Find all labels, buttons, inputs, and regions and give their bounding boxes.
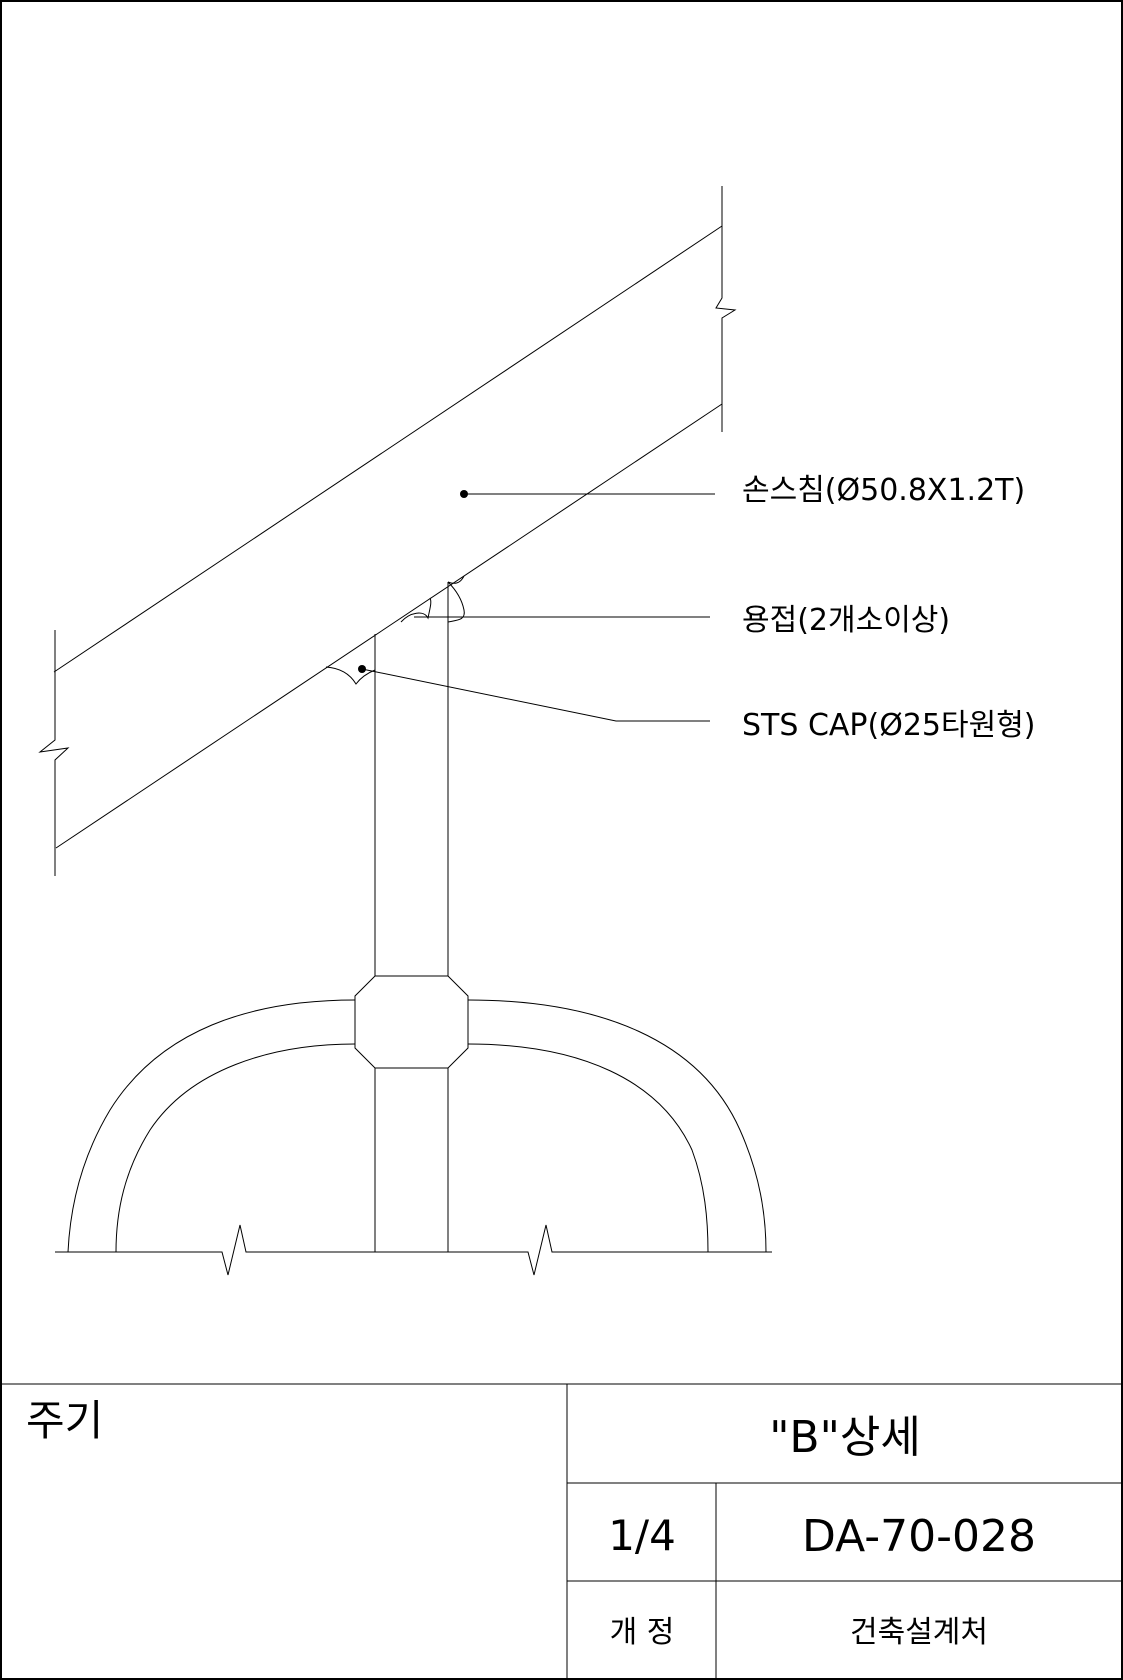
arch-inner-right [467,1043,709,1253]
department-name: 건축설계처 [850,1615,988,1650]
connector-knuckle [354,975,469,1069]
weld-bead-upper [447,575,465,584]
detail-drawing: 손스침(Ø50.8X1.2T) 용접(2개소이상) STS CAP(Ø25타원형… [38,186,1036,1276]
handrail-left-break-line [38,630,70,876]
leader-line-cap [361,668,710,722]
weld-bead-inner [400,597,432,623]
revision-label: 개 정 [610,1615,675,1650]
arch-outer-right [467,999,767,1253]
title-block: 주기 "B"상세 1/4 DA-70-028 개 정 건축설계처 [1,1383,1122,1679]
handrail-right-break-line [715,186,737,432]
callout-cap: STS CAP(Ø25타원형) [742,708,1036,743]
arch-outer-left [67,999,356,1253]
drawing-number: DA-70-028 [802,1511,1036,1562]
base-line [55,1224,772,1276]
drawing-title: "B"상세 [769,1412,921,1463]
callout-handrail: 손스침(Ø50.8X1.2T) [742,473,1025,508]
notes-label: 주기 [26,1396,103,1445]
arch-inner-left [115,1043,356,1253]
handrail-bottom-edge [55,403,723,849]
handrail-top-edge [53,225,723,673]
weld-bead-right [447,581,465,623]
callout-weld: 용접(2개소이상) [742,603,950,638]
weld-bead-left [325,666,376,685]
scale-value: 1/4 [608,1511,676,1560]
